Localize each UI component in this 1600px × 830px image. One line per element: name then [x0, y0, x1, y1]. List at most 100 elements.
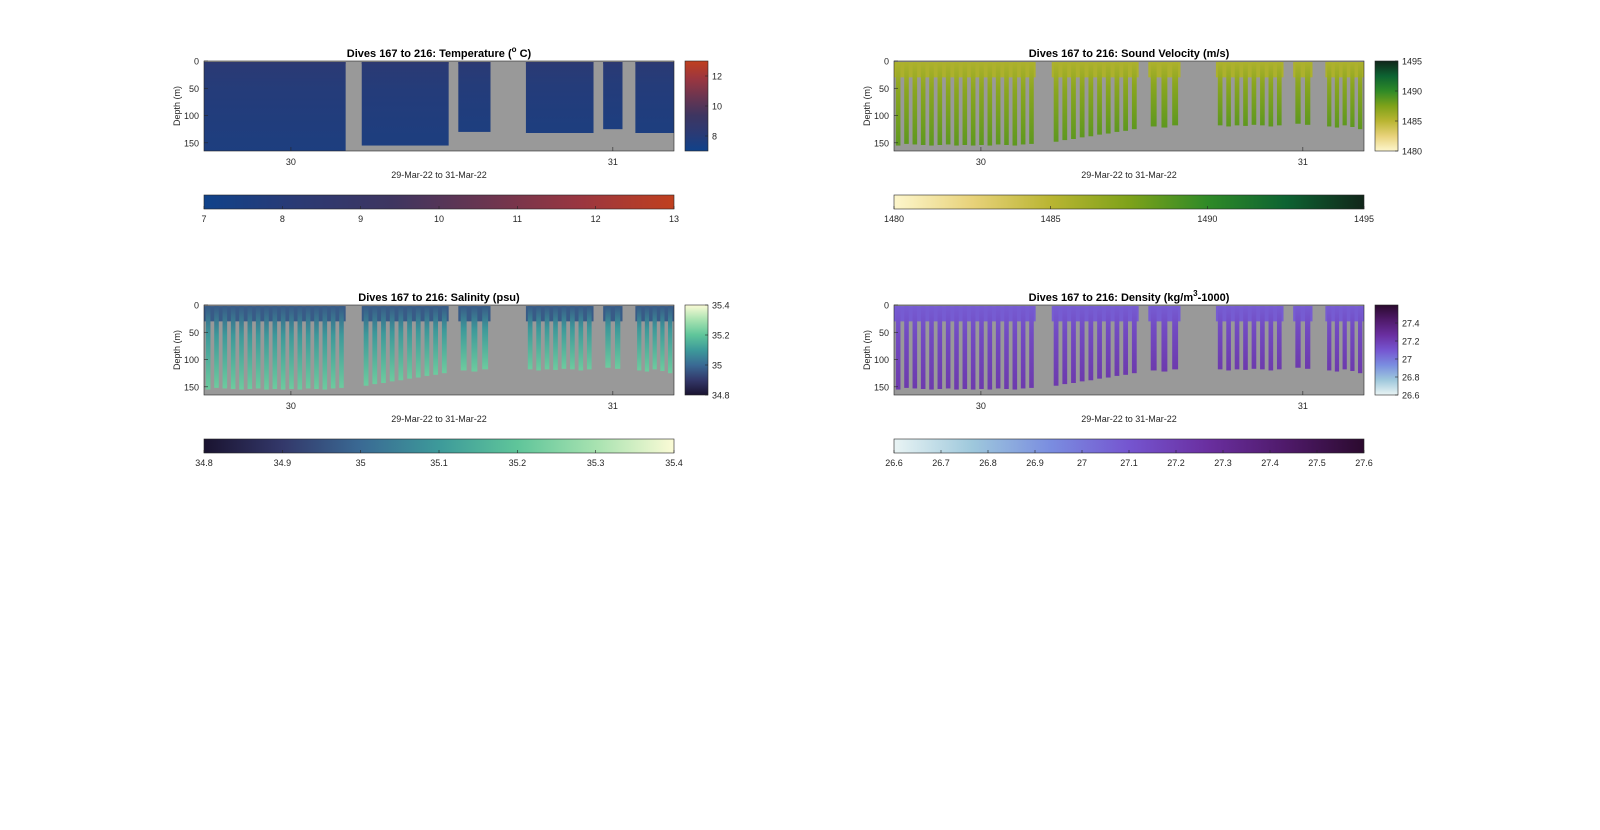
dive-profile: [1276, 62, 1282, 126]
dive-profile: [586, 306, 592, 370]
chart-title: Dives 167 to 216: Density (kg/m3-1000): [1029, 289, 1230, 304]
dive-profile: [255, 306, 261, 389]
colorbar-horizontal-tick-label: 35.2: [509, 458, 527, 468]
dive-profile: [214, 306, 219, 388]
dive-profile: [668, 306, 673, 374]
surface-row: [635, 62, 674, 64]
chart-title-main: Dives 167 to 216: Sound Velocity (m/s): [1029, 48, 1230, 60]
colorbar-horizontal-tick-label: 35.1: [430, 458, 448, 468]
colorbar-horizontal-tick-label: 11: [513, 214, 522, 224]
dive-profile: [1268, 306, 1274, 371]
dive-profile: [1105, 62, 1111, 134]
dive-profile: [995, 62, 1001, 145]
dive-profile: [1327, 306, 1332, 371]
colorbar-horizontal-tick-label: 1495: [1354, 214, 1374, 224]
dive-profile: [1150, 62, 1157, 127]
colorbar-horizontal-tick-label: 35.4: [665, 458, 683, 468]
surface-band: [1215, 306, 1284, 322]
axes-box: [893, 304, 1365, 396]
dive-profile: [954, 306, 959, 390]
colorbar-tick-label: 26.6: [1402, 391, 1420, 401]
dive-profile: [322, 306, 328, 390]
chart-title-end: -1000): [1198, 292, 1230, 304]
chart-title-main: Dives 167 to 216: Density (kg/m: [1029, 292, 1194, 304]
dive-profile: [264, 306, 269, 390]
dive-profile: [482, 306, 489, 370]
data-block: [635, 62, 674, 133]
colorbar-horizontal-tick-label: 8: [280, 214, 285, 224]
dive-profile: [1234, 62, 1240, 126]
dive-profile: [1350, 62, 1355, 127]
colorbar-vertical: [684, 60, 709, 152]
colorbar-horizontal-tick-label: 26.8: [979, 458, 997, 468]
dive-profile: [407, 306, 412, 379]
dive-profile: [1243, 306, 1248, 370]
dive-profile: [1131, 62, 1137, 130]
dive-profile: [239, 306, 244, 390]
x-tick-label: 30: [976, 401, 986, 411]
dive-profile: [1226, 306, 1231, 371]
dive-profile: [1342, 62, 1347, 126]
x-axis-label: 29-Mar-22 to 31-Mar-22: [1081, 414, 1177, 424]
dive-profile: [570, 306, 575, 370]
dive-profile: [424, 306, 430, 376]
dive-profile: [1105, 306, 1111, 378]
colorbar-horizontal-tick-label: 1485: [1041, 214, 1061, 224]
colorbar-tick-label: 10: [712, 102, 722, 112]
dive-profile: [1020, 306, 1026, 389]
colorbar-horizontal-tick-label: 1490: [1197, 214, 1217, 224]
dive-profile: [1334, 306, 1340, 372]
dive-profile: [1131, 306, 1137, 374]
dive-profile: [970, 62, 976, 146]
dive-profile: [578, 306, 584, 371]
y-tick-label: 100: [874, 111, 889, 121]
x-tick-label: 31: [608, 401, 618, 411]
x-tick-label: 31: [1298, 157, 1308, 167]
dive-profile: [979, 306, 984, 389]
y-tick-label: 0: [884, 57, 889, 67]
dive-profile: [1350, 306, 1355, 371]
y-tick-label: 100: [874, 355, 889, 365]
dive-profile: [561, 306, 567, 369]
x-axis-label: 29-Mar-22 to 31-Mar-22: [1081, 170, 1177, 180]
dive-profile: [954, 62, 959, 146]
y-tick-label: 150: [184, 138, 199, 148]
colorbar-tick-label: 27: [1402, 355, 1412, 365]
data-block: [603, 62, 623, 130]
dive-profile: [1053, 62, 1059, 142]
surface-row: [603, 62, 623, 64]
colorbar-horizontal-tick-label: 26.7: [932, 458, 950, 468]
dive-profile: [1114, 62, 1120, 132]
dive-profile: [247, 306, 253, 389]
dive-profile: [1161, 306, 1168, 372]
dive-profile: [389, 306, 395, 382]
colorbar-horizontal-tick-label: 27.1: [1120, 458, 1138, 468]
dive-profile: [314, 306, 319, 389]
dive-profile: [372, 306, 378, 385]
dive-profile: [995, 306, 1001, 389]
y-tick-label: 0: [884, 301, 889, 311]
dive-profile: [398, 306, 404, 381]
dive-profile: [615, 306, 621, 369]
dive-profile: [305, 306, 311, 389]
dive-profile: [637, 306, 642, 371]
dive-profile: [441, 306, 447, 374]
y-tick-label: 100: [184, 111, 199, 121]
dive-profile: [272, 306, 278, 389]
chart-title: Dives 167 to 216: Sound Velocity (m/s): [1029, 48, 1230, 60]
dive-profile: [1260, 62, 1265, 126]
colorbar-vertical: [1374, 304, 1399, 396]
colorbar-horizontal-tick-label: 10: [434, 214, 444, 224]
dive-profile: [962, 306, 968, 389]
surface-band: [1215, 62, 1284, 78]
y-axis-label: Depth (m): [172, 330, 182, 370]
colorbar-tick-label: 35.4: [712, 301, 730, 311]
dive-profile: [1012, 62, 1018, 146]
dive-profile: [1004, 306, 1009, 389]
dive-profile: [381, 306, 386, 383]
chart-panel-temperature: 0 50 100 150 30 31 Dives 167 to 216: Temperatu…: [172, 45, 722, 224]
dive-profile: [945, 62, 951, 145]
dive-profile: [536, 306, 541, 371]
chart-panel-salinity: 0 50 100 150 30 31 Dives 167 to 216: Salinity …: [172, 292, 730, 468]
y-tick-label: 150: [874, 138, 889, 148]
